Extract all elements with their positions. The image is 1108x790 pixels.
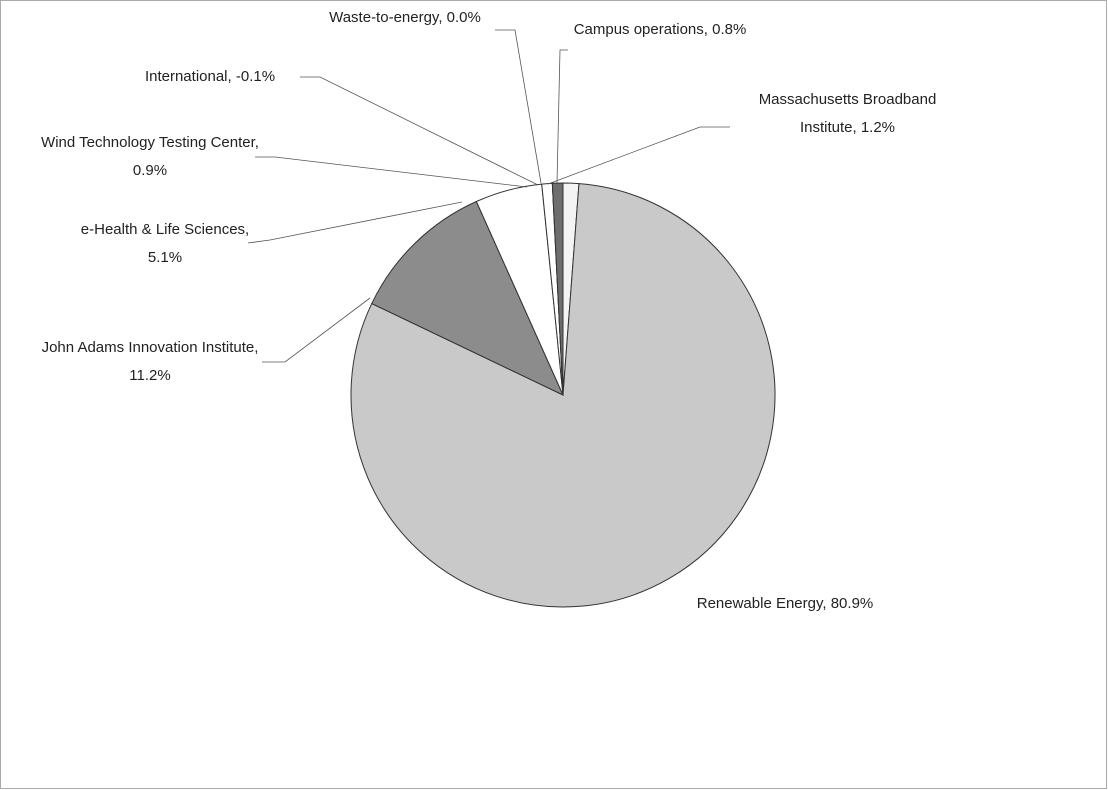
slice-name: International	[145, 68, 232, 85]
leader-line	[255, 156, 528, 188]
pie-slice	[551, 182, 564, 396]
slice-name: Waste-to-energy	[329, 9, 442, 26]
leader-line	[300, 76, 539, 186]
leader-line	[247, 201, 463, 244]
data-label: Wind Technology Testing Center 0.9%	[40, 129, 260, 185]
data-label: Waste-to-energy 0.0%	[320, 4, 490, 32]
slice-name: Wind Technology Testing Center	[41, 134, 259, 151]
data-label: John Adams Innovation Institute 11.2%	[30, 334, 270, 390]
slice-value: 5.1%	[147, 249, 183, 266]
slice-name: e-Health & Life Sciences	[81, 221, 249, 238]
slice-name: Renewable Energy	[697, 595, 827, 612]
slice-value: 0.0%	[446, 9, 481, 26]
slice-value: 11.2%	[129, 367, 171, 384]
slice-value: -0.1%	[235, 68, 276, 85]
slice-name: Massachusetts Broadband Institute	[759, 91, 937, 136]
slice-value: 1.2%	[860, 119, 896, 136]
pie	[350, 182, 776, 608]
slice-value: 0.8%	[712, 21, 747, 38]
leader-line	[262, 297, 371, 363]
data-label: International -0.1%	[100, 63, 320, 91]
data-label: Massachusetts Broadband Institute 1.2%	[735, 86, 960, 142]
slice-value: 80.9%	[830, 595, 874, 612]
slice-name: Campus operations	[574, 21, 708, 38]
leader-line	[495, 29, 542, 184]
data-label: e-Health & Life Sciences 5.1%	[80, 216, 250, 272]
leader-line	[547, 126, 730, 185]
slice-name: John Adams Innovation Institute	[42, 339, 259, 356]
data-label: Renewable Energy 80.9%	[680, 590, 890, 618]
data-label: Campus operations 0.8%	[570, 16, 750, 44]
leader-line	[556, 49, 568, 184]
pie-slice	[371, 200, 565, 397]
slice-value: 0.9%	[132, 162, 168, 179]
